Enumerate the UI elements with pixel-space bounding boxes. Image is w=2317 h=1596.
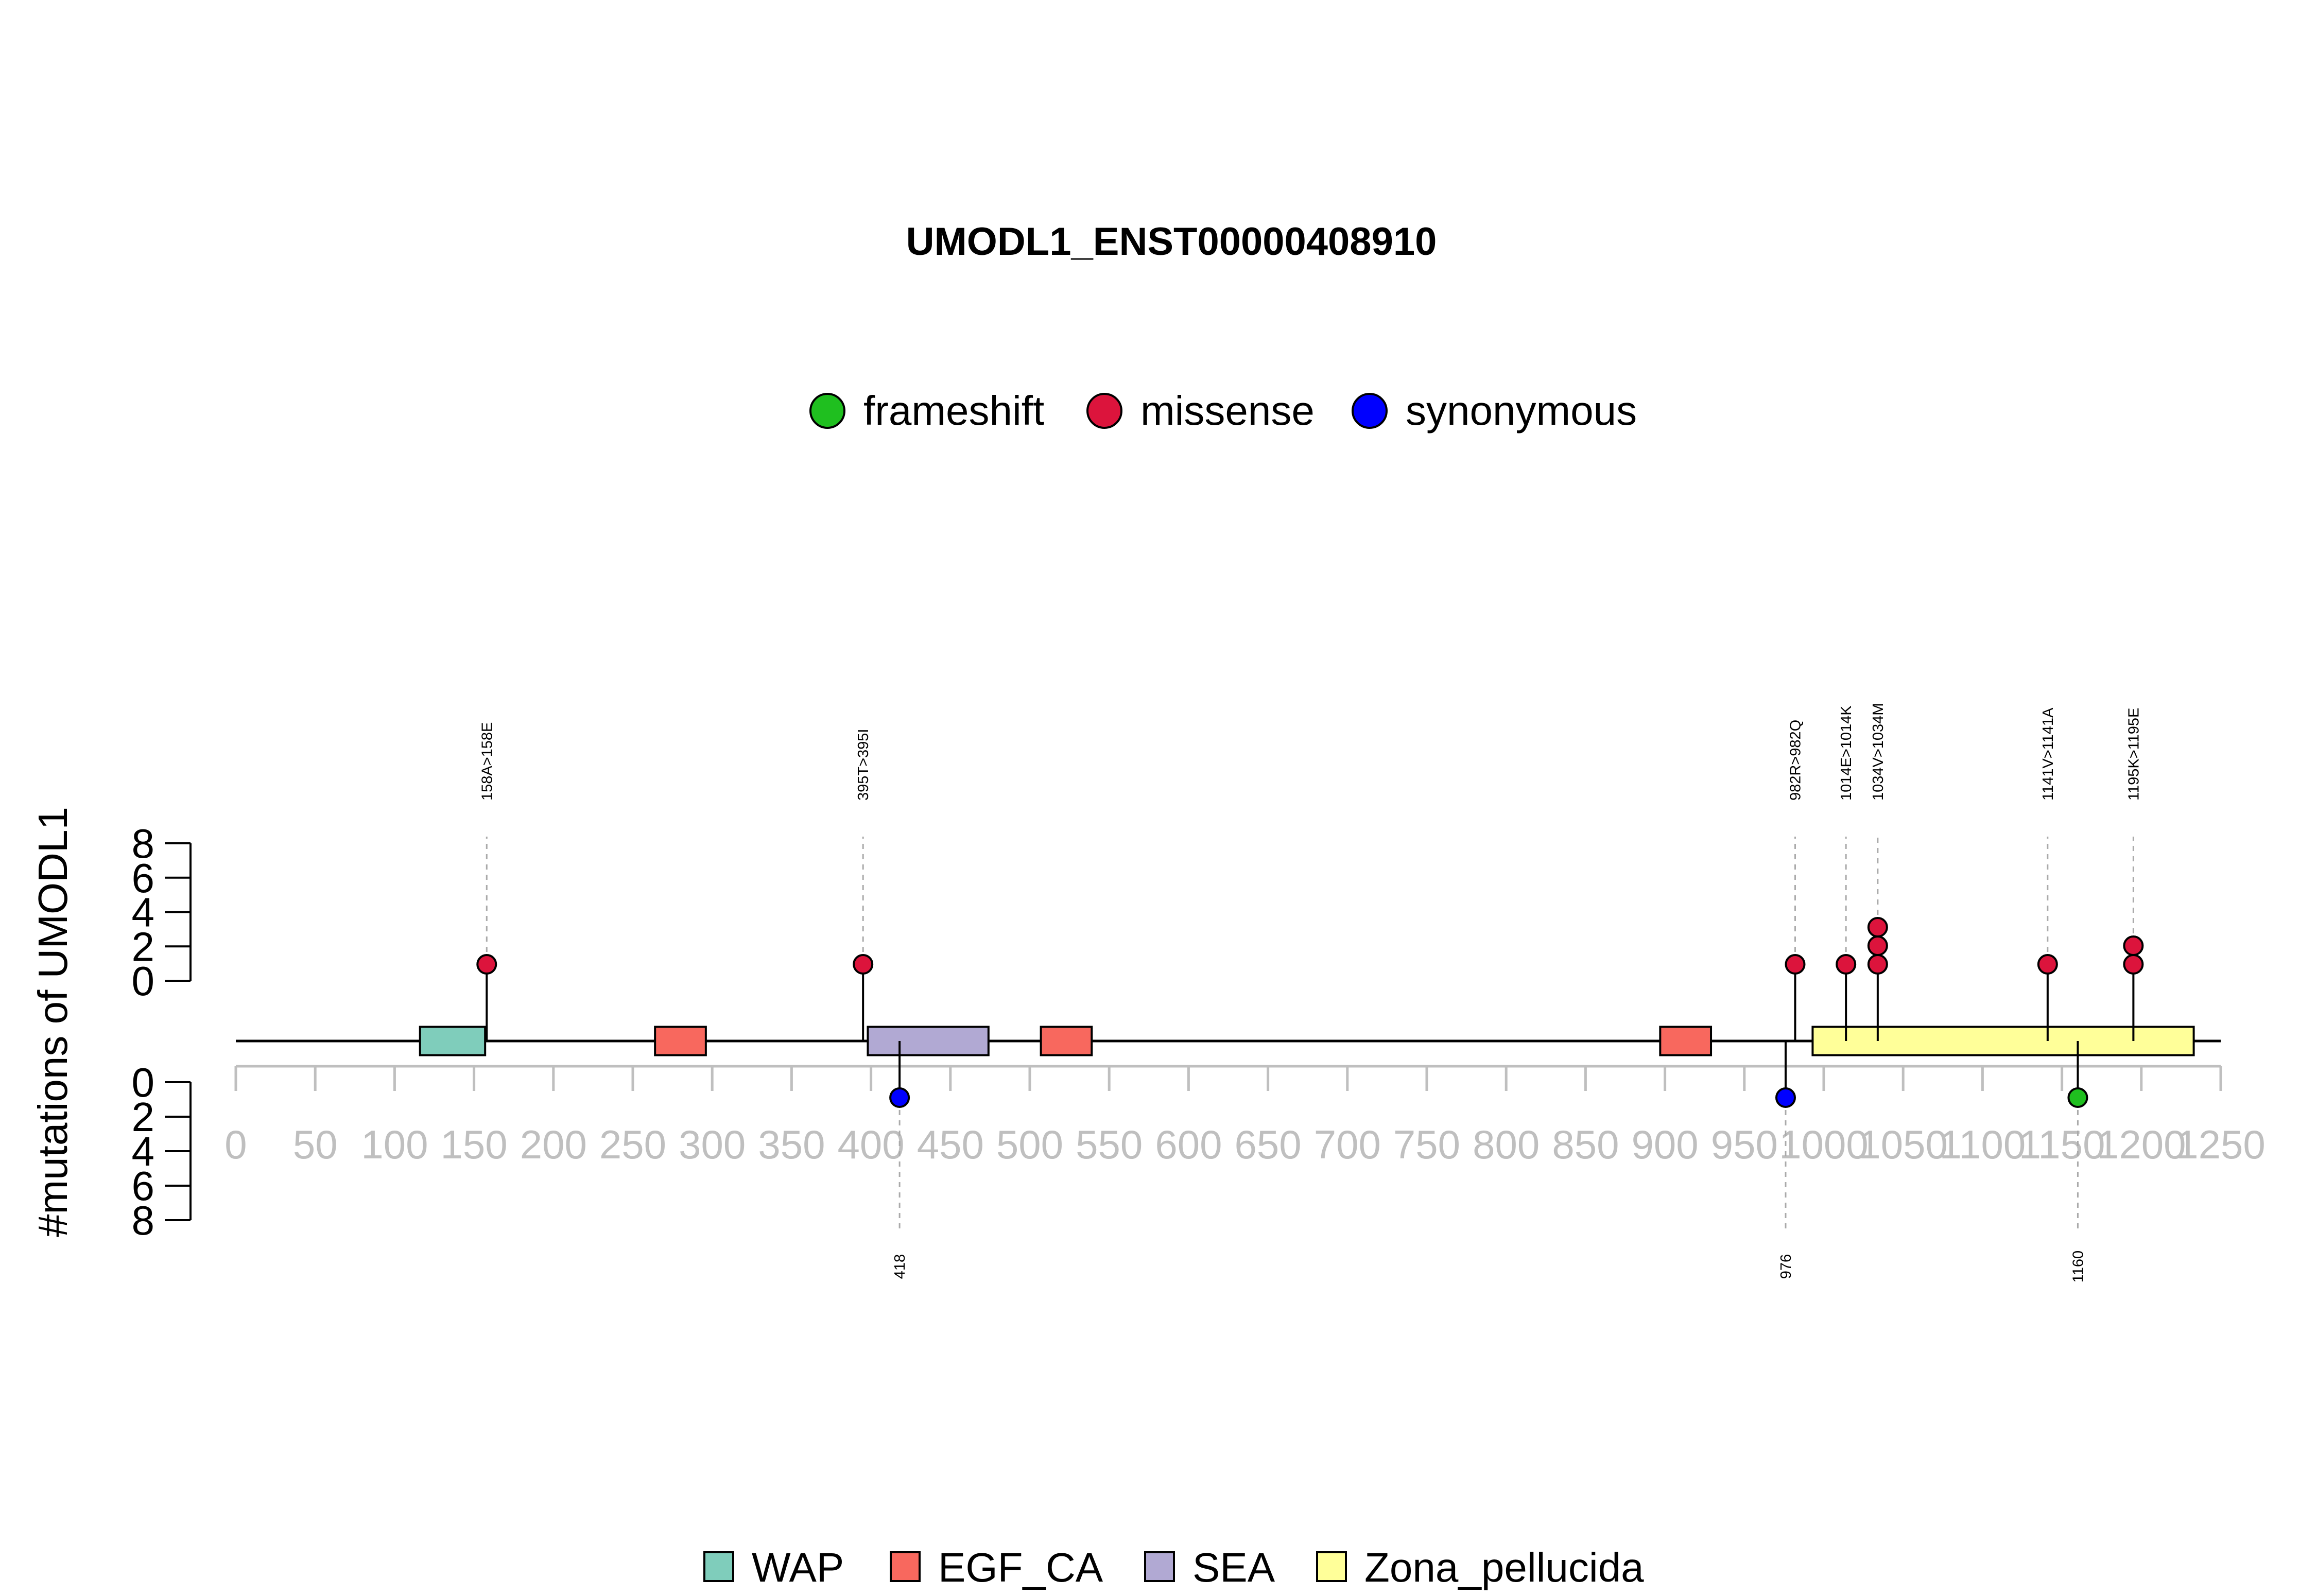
mutation-label: 982R>982Q bbox=[1787, 720, 1804, 801]
x-tick-label: 550 bbox=[1076, 1122, 1143, 1167]
x-tick-label: 150 bbox=[441, 1122, 508, 1167]
legend-marker-frameshift bbox=[809, 393, 845, 429]
domain-legend-swatch-sea bbox=[1144, 1551, 1175, 1582]
domain-zona_pellucida bbox=[1811, 1026, 2195, 1056]
x-tick-label: 1100 bbox=[1940, 1122, 2026, 1167]
mutations-above: 158A>158E 395T>395I 982R>982Q 1014E>1014K 10… bbox=[476, 703, 2144, 1041]
domain-egf_ca bbox=[654, 1026, 707, 1056]
x-tick-label: 200 bbox=[520, 1122, 587, 1167]
legend-label-frameshift: frameshift bbox=[863, 388, 1044, 433]
domain-egf_ca bbox=[1659, 1026, 1713, 1056]
legend-label-synonymous: synonymous bbox=[1406, 388, 1637, 433]
domain-legend-label-zona_pellucida: Zona_pellucida bbox=[1364, 1545, 1644, 1590]
mutations-below: 418 976 1160 bbox=[889, 1041, 2088, 1282]
mutation-dot-missense bbox=[1867, 954, 1888, 975]
x-tick-label: 900 bbox=[1632, 1122, 1699, 1167]
y-tick-label-bottom: 8 bbox=[132, 1198, 155, 1243]
y-tick-label-top: 2 bbox=[132, 924, 155, 969]
y-tick-label-top: 6 bbox=[132, 855, 155, 901]
y-tick-label-top: 4 bbox=[132, 890, 155, 935]
mutation-label: 418 bbox=[892, 1254, 908, 1279]
domain-legend-swatch-zona_pellucida bbox=[1316, 1551, 1347, 1582]
domain-sea bbox=[867, 1026, 990, 1056]
mutation-dot-missense bbox=[1867, 935, 1888, 956]
domain-legend-label-egf_ca: EGF_CA bbox=[938, 1545, 1103, 1590]
chart-title: UMODL1_ENST00000408910 bbox=[906, 220, 1437, 264]
legend-marker-missense bbox=[1086, 393, 1122, 429]
domain-wap bbox=[419, 1026, 487, 1056]
domain-legend: WAP EGF_CA SEA Zona_pellucida bbox=[703, 1545, 1644, 1590]
y-tick-label-bottom: 0 bbox=[132, 1060, 155, 1105]
x-tick-label: 1200 bbox=[2097, 1122, 2186, 1167]
y-tick-label-bottom: 6 bbox=[132, 1163, 155, 1209]
x-tick-label: 450 bbox=[917, 1122, 984, 1167]
mutation-label: 158A>158E bbox=[479, 722, 495, 801]
mutation-label: 395T>395I bbox=[855, 729, 872, 801]
y-tick-label-top: 0 bbox=[132, 958, 155, 1004]
mutation-dot-missense bbox=[2037, 954, 2058, 975]
x-tick-label: 50 bbox=[293, 1122, 338, 1167]
x-tick-label: 950 bbox=[1711, 1122, 1778, 1167]
legend-label-missense: missense bbox=[1140, 388, 1315, 433]
x-tick-label: 850 bbox=[1552, 1122, 1619, 1167]
y-tick-label-bottom: 4 bbox=[132, 1129, 155, 1174]
mutation-dot-frameshift bbox=[2067, 1087, 2088, 1108]
x-tick-label: 700 bbox=[1314, 1122, 1381, 1167]
x-tick-label: 650 bbox=[1235, 1122, 1302, 1167]
x-tick-label: 500 bbox=[996, 1122, 1063, 1167]
x-tick-label: 100 bbox=[361, 1122, 428, 1167]
protein-domains bbox=[419, 1026, 2195, 1056]
y-tick-label-top: 8 bbox=[132, 821, 155, 866]
x-tick-label: 250 bbox=[599, 1122, 666, 1167]
mutation-label: 1141V>1141A bbox=[2040, 707, 2056, 801]
x-tick-label: 600 bbox=[1155, 1122, 1222, 1167]
x-tick-label: 0 bbox=[224, 1122, 247, 1167]
x-tick-label: 300 bbox=[679, 1122, 746, 1167]
mutation-legend: frameshift missense synonymous bbox=[809, 388, 1637, 433]
legend-marker-synonymous bbox=[1352, 393, 1388, 429]
mutation-label: 1160 bbox=[2070, 1251, 2086, 1282]
domain-legend-label-sea: SEA bbox=[1192, 1545, 1275, 1590]
x-tick-label: 1150 bbox=[2019, 1122, 2105, 1167]
x-tick-label: 800 bbox=[1473, 1122, 1540, 1167]
mutation-label: 1034V>1034M bbox=[1870, 703, 1887, 801]
x-tick-label: 400 bbox=[838, 1122, 905, 1167]
x-tick-label: 350 bbox=[758, 1122, 825, 1167]
mutation-label: 1195K>1195E bbox=[2125, 708, 2142, 801]
mutation-dot-synonymous bbox=[1775, 1087, 1796, 1108]
x-tick-label: 1000 bbox=[1779, 1122, 1869, 1167]
mutation-dot-missense bbox=[476, 954, 497, 975]
mutation-dot-missense bbox=[1867, 917, 1888, 938]
mutation-label: 976 bbox=[1778, 1254, 1794, 1279]
domain-legend-swatch-egf_ca bbox=[890, 1551, 921, 1582]
x-tick-label: 750 bbox=[1393, 1122, 1460, 1167]
mutation-dot-missense bbox=[2123, 935, 2144, 956]
mutation-dot-missense bbox=[853, 954, 874, 975]
mutation-dot-missense bbox=[1836, 954, 1857, 975]
mutation-dot-missense bbox=[2123, 954, 2144, 975]
mutation-dot-missense bbox=[1785, 954, 1806, 975]
x-tick-label: 1050 bbox=[1858, 1122, 1948, 1167]
domain-legend-swatch-wap bbox=[703, 1551, 734, 1582]
mutation-label: 1014E>1014K bbox=[1838, 705, 1855, 801]
domain-legend-label-wap: WAP bbox=[752, 1545, 844, 1590]
y-tick-label-bottom: 2 bbox=[132, 1094, 155, 1140]
x-tick-label: 1250 bbox=[2176, 1122, 2266, 1167]
domain-egf_ca bbox=[1040, 1026, 1093, 1056]
y-axis-label: #mutations of UMODL1 bbox=[30, 807, 76, 1237]
mutation-dot-synonymous bbox=[889, 1087, 910, 1108]
x-axis: 0 50 100 150 200 250 300 350 400 450 500 550 600 650 7… bbox=[224, 1065, 2266, 1167]
